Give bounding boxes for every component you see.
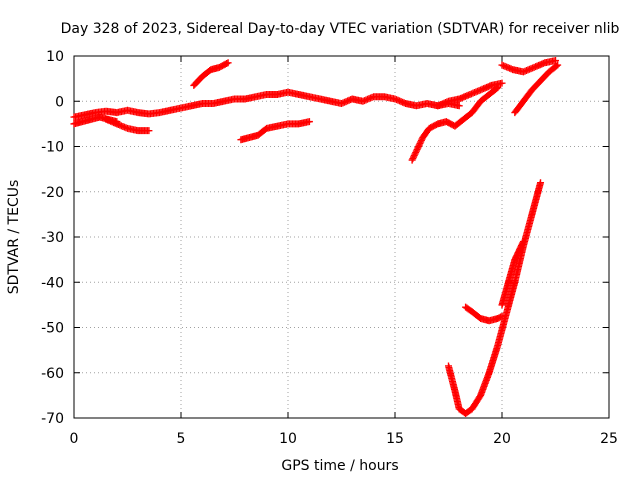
- y-tick-label: 0: [55, 94, 64, 110]
- y-tick-label: -60: [41, 366, 64, 382]
- data-points: [70, 57, 562, 417]
- y-tick-label: 10: [46, 49, 64, 65]
- x-tick-label: 25: [600, 431, 618, 447]
- data-point: [305, 118, 313, 126]
- y-tick-label: -40: [41, 275, 64, 291]
- data-point: [554, 61, 562, 69]
- y-tick-label: -10: [41, 140, 64, 156]
- x-axis-label: GPS time / hours: [281, 458, 398, 474]
- chart-title: Day 328 of 2023, Sidereal Day-to-day VTE…: [61, 21, 620, 37]
- data-point: [145, 127, 153, 135]
- y-tick-label: -20: [41, 185, 64, 201]
- x-tick-label: 0: [70, 431, 79, 447]
- x-tick-label: 20: [493, 431, 511, 447]
- y-tick-label: -30: [41, 230, 64, 246]
- x-tick-label: 15: [386, 431, 404, 447]
- data-point: [552, 57, 559, 65]
- grid-lines: [74, 56, 609, 418]
- data-point: [498, 79, 506, 87]
- data-point: [498, 312, 506, 320]
- data-point: [497, 313, 505, 321]
- y-axis-label: SDTVAR / TECUs: [6, 180, 22, 295]
- x-tick-labels: 0 5 10 15 20 25: [70, 431, 618, 447]
- x-tick-label: 5: [177, 431, 186, 447]
- data-point: [223, 60, 231, 68]
- data-point: [455, 102, 463, 110]
- data-point: [537, 179, 545, 187]
- data-point: [519, 238, 527, 246]
- x-tick-label: 10: [279, 431, 297, 447]
- data-point: [224, 59, 232, 67]
- axis-ticks: [73, 55, 610, 419]
- y-tick-label: -70: [41, 411, 64, 427]
- y-tick-label: -50: [41, 321, 64, 337]
- data-point: [552, 62, 560, 70]
- y-tick-labels: -70 -60 -50 -40 -30 -20 -10 0 10: [41, 49, 64, 427]
